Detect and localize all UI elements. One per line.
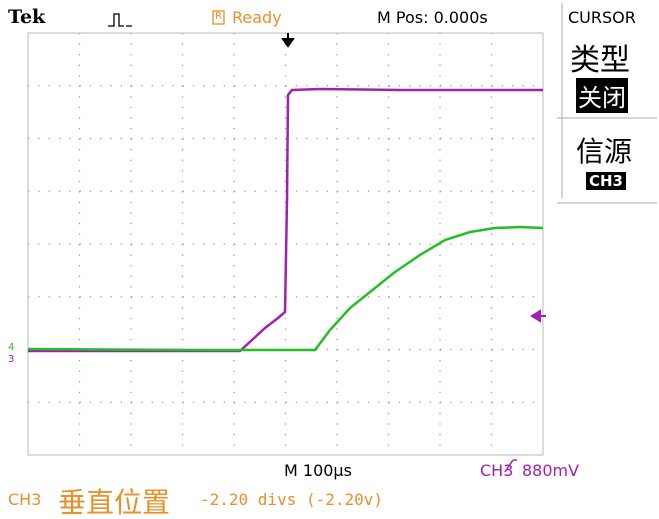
menu-label[interactable]: 类型 <box>570 35 630 79</box>
trigger-level-marker <box>532 311 546 321</box>
brand: Tek <box>8 6 45 28</box>
status: Ready <box>232 8 282 27</box>
menu-title: CURSOR <box>568 8 636 27</box>
footer-setting: 垂直位置 <box>58 481 170 519</box>
run-icon: R <box>215 11 222 22</box>
position: M Pos: 0.000s <box>377 8 488 27</box>
ch3-marker: 3 <box>8 354 14 365</box>
trigger-channel: CH3 <box>480 461 513 480</box>
menu-label[interactable]: 信源 <box>576 130 632 170</box>
ch4-marker: 4 <box>8 342 14 353</box>
display <box>0 0 659 519</box>
menu-value[interactable]: CH3 <box>586 172 626 190</box>
footer-value: -2.20 divs (-2.20v) <box>200 490 383 509</box>
menu-value[interactable]: 关闭 <box>576 78 628 113</box>
oscilloscope-screen: Tek R Ready M Pos: 0.000s CURSOR 类型 关闭 信… <box>0 0 659 519</box>
footer-channel: CH3 <box>8 490 41 509</box>
acquire-icon <box>108 14 132 26</box>
trigger-level: 880mV <box>522 461 579 480</box>
trigger-position-marker <box>283 33 293 46</box>
timebase: M 100µs <box>284 461 352 480</box>
